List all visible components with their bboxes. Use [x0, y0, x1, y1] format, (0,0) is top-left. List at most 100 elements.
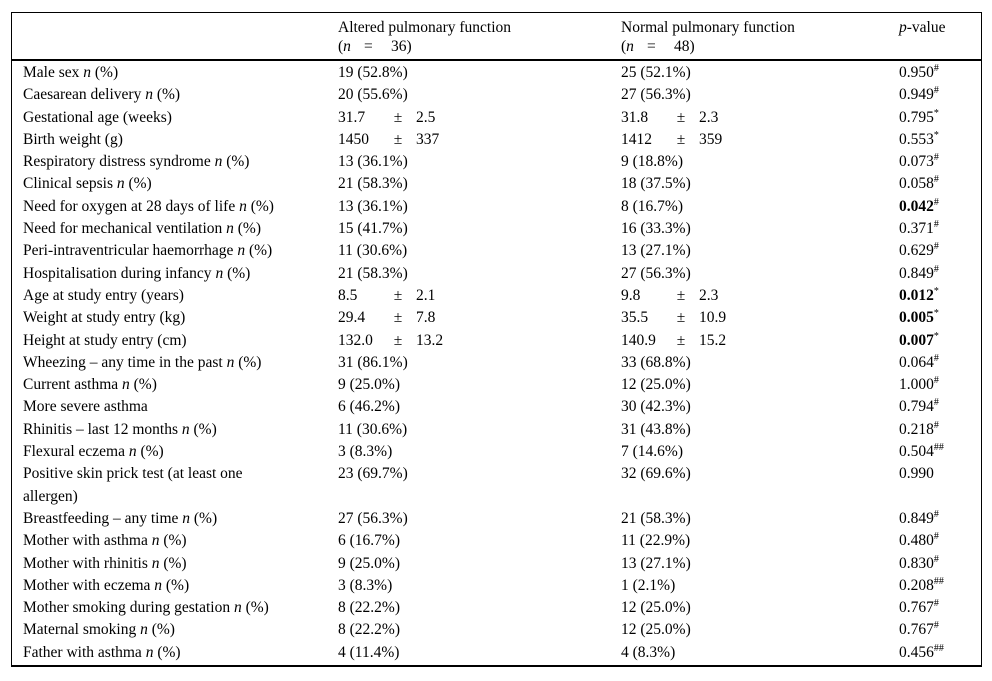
row-label: Need for mechanical ventilation n (%) — [23, 220, 262, 238]
table-row: Father with asthma n (%) 4 (11.4%) 4 (8.… — [12, 642, 981, 664]
row-label: Weight at study entry (kg) — [23, 309, 186, 327]
table-row: Wheezing – any time in the past n (%) 31… — [12, 352, 981, 374]
table-row: Age at study entry (years) 8.5 ±2.1 9.8 ±2… — [12, 285, 981, 307]
p-value: 0.007* — [899, 330, 939, 349]
row-label: Need for oxygen at 28 days of life n (%) — [23, 197, 274, 215]
row-label: Rhinitis – last 12 months n (%) — [23, 420, 217, 438]
p-value: 0.830# — [899, 553, 939, 572]
row-label: Mother with eczema n (%) — [23, 576, 190, 594]
p-value: 0.795* — [899, 107, 939, 126]
altered-value: 4 (11.4%) — [338, 643, 400, 661]
altered-value: 15 (41.7%) — [338, 220, 408, 238]
table-row: Peri-intraventricular haemorrhage n (%) … — [12, 240, 981, 262]
row-label: Mother with asthma n (%) — [23, 532, 187, 550]
normal-value: 21 (58.3%) — [621, 509, 691, 527]
altered-value: 21 (58.3%) — [338, 175, 408, 193]
table-row: Mother with rhinitis n (%) 9 (25.0%) 13 … — [12, 553, 981, 575]
normal-value: 7 (14.6%) — [621, 443, 683, 461]
normal-value: 16 (33.3%) — [621, 220, 691, 238]
table-row: Weight at study entry (kg) 29.4 ±7.8 35.5… — [12, 307, 981, 329]
p-value: 0.218# — [899, 419, 939, 438]
altered-value: 27 (56.3%) — [338, 509, 408, 527]
table-row: Birth weight (g) 1450 ±337 1412 ±359 0.553… — [12, 129, 981, 151]
n-symbol: n — [151, 554, 160, 572]
row-label: Current asthma n (%) — [23, 376, 157, 394]
table-row: Positive skin prick test (at least one a… — [12, 463, 981, 508]
n-symbol: n — [116, 175, 125, 193]
row-label: More severe asthma — [23, 398, 148, 416]
p-value: 0.990 — [899, 465, 934, 483]
p-value: 0.767# — [899, 597, 939, 617]
row-label: Caesarean delivery n (%) — [23, 86, 181, 104]
n-symbol: n — [226, 220, 234, 238]
altered-value: 9 (25.0%) — [338, 554, 400, 572]
n-symbol: n — [128, 443, 137, 461]
p-value: 0.005* — [899, 308, 939, 327]
p-value: 0.849# — [899, 508, 939, 527]
n-symbol: n — [145, 643, 154, 661]
n-symbol: n — [154, 576, 163, 594]
row-label: Wheezing – any time in the past n (%) — [23, 353, 262, 371]
p-value: 0.849# — [899, 263, 939, 282]
normal-value: 13 (27.1%) — [621, 242, 691, 260]
header-normal-group: Normal pulmonary function (n = 48) — [621, 18, 899, 56]
p-value: 0.064# — [899, 352, 939, 371]
table-row: Clinical sepsis n (%) 21 (58.3%) 18 (37.… — [12, 173, 981, 195]
table-row: Need for mechanical ventilation n (%) 15… — [12, 218, 981, 240]
normal-value: 140.9 ±15.2 — [621, 331, 727, 349]
row-label: Breastfeeding – any time n (%) — [23, 509, 218, 527]
p-value: 0.073# — [899, 152, 939, 171]
row-label: Gestational age (weeks) — [23, 108, 172, 126]
row-label: Peri-intraventricular haemorrhage n (%) — [23, 242, 273, 260]
p-value: 0.504## — [899, 441, 944, 461]
normal-value: 35.5 ±10.9 — [621, 309, 727, 327]
normal-value: 32 (69.6%) — [621, 465, 691, 483]
p-value: 0.950# — [899, 62, 939, 81]
altered-value: 13 (36.1%) — [338, 153, 408, 171]
altered-value: 31.7 ±2.5 — [338, 108, 436, 126]
n-symbol: n — [626, 38, 634, 55]
n-symbol: n — [140, 621, 148, 639]
normal-value: 30 (42.3%) — [621, 398, 691, 416]
table-row: Mother with asthma n (%) 6 (16.7%) 11 (2… — [12, 530, 981, 552]
p-value: 0.629# — [899, 241, 939, 260]
n-symbol: n — [233, 599, 242, 617]
altered-value: 20 (55.6%) — [338, 86, 408, 104]
altered-value: 1450 ±337 — [338, 130, 440, 148]
normal-value: 9.8 ±2.3 — [621, 286, 719, 304]
altered-value: 29.4 ±7.8 — [338, 309, 436, 327]
altered-value: 11 (30.6%) — [338, 242, 408, 260]
altered-value: 132.0 ±13.2 — [338, 331, 444, 349]
normal-value: 8 (16.7%) — [621, 197, 683, 215]
header-altered-n: (n = 36) — [338, 38, 412, 55]
row-label: Mother with rhinitis n (%) — [23, 554, 187, 572]
row-label: Clinical sepsis n (%) — [23, 175, 152, 193]
normal-value: 12 (25.0%) — [621, 376, 691, 394]
normal-value: 31.8 ±2.3 — [621, 108, 719, 126]
table-row: Hospitalisation during infancy n (%) 21 … — [12, 263, 981, 285]
table-row: Flexural eczema n (%) 3 (8.3%) 7 (14.6%)… — [12, 441, 981, 463]
normal-value: 27 (56.3%) — [621, 264, 691, 282]
p-value: 0.949# — [899, 85, 939, 104]
p-value: 0.042# — [899, 196, 939, 215]
table-row: More severe asthma 6 (46.2%) 30 (42.3%) … — [12, 396, 981, 418]
row-label: Respiratory distress syndrome n (%) — [23, 153, 250, 171]
table-row: Gestational age (weeks) 31.7 ±2.5 31.8 ±2.… — [12, 107, 981, 129]
n-symbol: n — [239, 197, 247, 215]
altered-value: 8 (22.2%) — [338, 599, 400, 617]
row-label: Father with asthma n (%) — [23, 643, 181, 661]
table-row: Mother with eczema n (%) 3 (8.3%) 1 (2.1… — [12, 575, 981, 597]
n-symbol: n — [214, 153, 223, 171]
row-label: Positive skin prick test (at least one a… — [23, 465, 243, 505]
n-symbol: n — [343, 38, 351, 55]
table-row: Rhinitis – last 12 months n (%) 11 (30.6… — [12, 419, 981, 441]
table-row: Male sex n (%) 19 (52.8%) 25 (52.1%) 0.9… — [12, 62, 981, 84]
normal-value: 9 (18.8%) — [621, 153, 683, 171]
p-value: 0.371# — [899, 218, 939, 238]
n-symbol: n — [151, 532, 160, 550]
n-symbol: n — [215, 264, 224, 282]
header-altered-group: Altered pulmonary function (n = 36) — [338, 18, 621, 56]
row-label: Birth weight (g) — [23, 130, 123, 148]
row-label: Mother smoking during gestation n (%) — [23, 599, 269, 617]
